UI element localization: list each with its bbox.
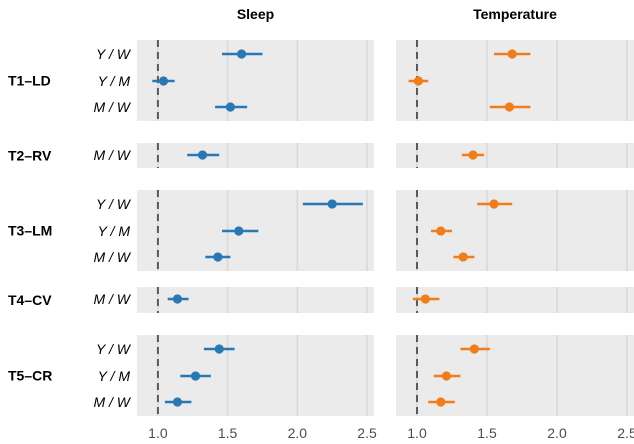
estimate-point: [458, 252, 468, 262]
group-label: T1–LD: [8, 73, 51, 89]
x-tick-label: 1.0: [148, 425, 168, 441]
estimate-point: [197, 150, 208, 160]
comparison-label: Y / W: [96, 341, 132, 357]
estimate-point: [190, 371, 201, 381]
comparison-label: Y / M: [98, 73, 131, 89]
x-tick-label: 1.5: [218, 425, 238, 441]
comparison-label: M / W: [93, 147, 131, 163]
comparison-label: M / W: [93, 249, 131, 265]
group-label: T4–CV: [8, 292, 52, 308]
x-tick-label: 2.0: [547, 425, 567, 441]
panel-title-temperature: Temperature: [473, 6, 557, 22]
estimate-point: [504, 102, 514, 112]
panel-background: [396, 335, 634, 416]
panel-background: [137, 335, 374, 416]
estimate-point: [489, 199, 499, 209]
comparison-label: Y / W: [96, 46, 132, 62]
comparison-label: Y / M: [98, 368, 131, 384]
x-tick-label: 1.0: [407, 425, 427, 441]
estimate-point: [420, 294, 430, 304]
panel-title-sleep: Sleep: [237, 6, 274, 22]
panel-background: [137, 143, 374, 168]
comparison-label: Y / M: [98, 223, 131, 239]
comparison-label: M / W: [93, 291, 131, 307]
comparison-label: M / W: [93, 394, 131, 410]
x-tick-label: 2.5: [357, 425, 377, 441]
group-label: T2–RV: [8, 148, 52, 164]
x-tick-label: 1.5: [477, 425, 497, 441]
estimate-point: [469, 344, 479, 354]
x-tick-label: 2.0: [288, 425, 308, 441]
estimate-point: [468, 150, 478, 160]
estimate-point: [172, 294, 183, 304]
estimate-point: [413, 76, 423, 86]
estimate-point: [436, 397, 446, 407]
estimate-point: [172, 397, 183, 407]
panel-background: [396, 143, 634, 168]
estimate-point: [441, 371, 451, 381]
estimate-point: [158, 76, 169, 86]
estimate-point: [213, 252, 223, 262]
group-label: T3–LM: [8, 223, 52, 239]
estimate-point: [507, 49, 517, 59]
estimate-point: [225, 102, 236, 112]
estimate-point: [234, 226, 244, 236]
estimate-point: [236, 49, 247, 59]
group-label: T5–CR: [8, 368, 52, 384]
estimate-point: [214, 344, 224, 354]
estimate-point: [436, 226, 446, 236]
x-tick-label: 2.5: [617, 425, 634, 441]
comparison-label: M / W: [93, 99, 131, 115]
comparison-label: Y / W: [96, 196, 132, 212]
estimate-point: [327, 199, 337, 209]
